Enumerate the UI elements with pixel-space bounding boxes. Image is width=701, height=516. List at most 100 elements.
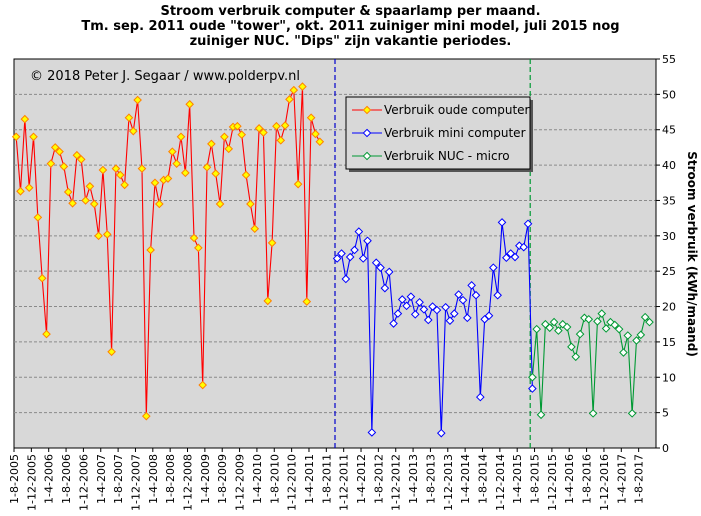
data-point (332, 254, 342, 263)
y-tick-label: 55 (662, 53, 676, 66)
data-point (567, 342, 576, 352)
y-tick-label: 25 (662, 265, 676, 278)
data-point (436, 428, 446, 438)
x-tick-label: 1-4-2008 (147, 454, 160, 504)
data-point (350, 245, 359, 255)
data-point (354, 227, 364, 236)
x-tick-label: 1-8-2008 (164, 454, 177, 504)
x-tick-label: 1-8-2010 (268, 454, 281, 504)
data-point (133, 95, 142, 105)
data-point (85, 182, 95, 191)
x-tick-label: 1-12-2007 (129, 454, 142, 511)
data-point (476, 392, 485, 402)
data-point (289, 85, 299, 95)
data-point (141, 411, 151, 421)
data-point (98, 165, 108, 175)
y-tick-label: 0 (662, 442, 669, 455)
legend: Verbruik oude computer Verbruik mini comp… (345, 96, 533, 172)
data-point (510, 252, 520, 262)
data-point (63, 187, 73, 197)
legend-swatch-marker (362, 128, 372, 138)
data-point (189, 233, 199, 243)
data-point (233, 121, 242, 131)
data-point (259, 128, 268, 137)
data-point (341, 274, 351, 284)
data-point (241, 170, 251, 180)
x-tick-label: 1-12-2011 (338, 454, 351, 511)
x-tick-label: 1-8-2009 (216, 454, 229, 504)
data-point (176, 132, 186, 142)
y-tick-label: 50 (662, 88, 676, 101)
data-point (523, 219, 533, 229)
data-point (441, 302, 450, 312)
data-point (419, 305, 429, 314)
data-point (562, 322, 572, 332)
data-point (406, 292, 416, 301)
y-tick-label: 30 (662, 230, 676, 243)
x-tick-label: 1-12-2010 (286, 454, 299, 511)
data-point (614, 324, 624, 334)
data-point (168, 147, 177, 156)
data-point (89, 199, 99, 209)
legend-label: Verbruik NUC - micro (384, 149, 510, 163)
data-point (207, 139, 216, 149)
data-point (267, 238, 277, 248)
x-tick-label: 1-12-2014 (494, 454, 507, 511)
data-point (623, 331, 633, 340)
x-tick-label: 1-12-2008 (182, 454, 195, 511)
data-point (46, 159, 56, 168)
data-point (59, 162, 69, 171)
data-point (497, 218, 507, 227)
data-point (428, 302, 437, 311)
x-tick-label: 1-4-2011 (303, 454, 316, 504)
data-point (558, 319, 568, 329)
data-point (601, 324, 611, 333)
x-tick-label: 1-8-2016 (581, 454, 594, 504)
x-tick-label: 1-4-2015 (511, 454, 524, 504)
x-tick-label: 1-8-2013 (424, 454, 437, 504)
x-tick-label: 1-12-2009 (234, 454, 247, 511)
data-point (528, 372, 537, 382)
chart-title-line-3: zuiniger NUC. "Dips" zijn vakantie perio… (189, 34, 512, 49)
x-tick-label: 1-12-2012 (390, 454, 403, 511)
data-point (489, 263, 498, 272)
x-tick-label: 1-4-2010 (251, 454, 264, 504)
data-point (250, 224, 260, 234)
data-point (458, 295, 468, 305)
data-point (280, 121, 290, 130)
data-point (172, 159, 181, 168)
data-point (593, 317, 602, 326)
chart-title-line-2: Tm. sep. 2011 oude "tower", okt. 2011 zu… (81, 19, 620, 34)
y-tick-label: 35 (662, 194, 676, 207)
data-point (575, 329, 585, 339)
x-tick-label: 1-8-2015 (529, 454, 542, 504)
data-point (588, 409, 598, 418)
data-point (16, 186, 25, 196)
x-tick-label: 1-4-2014 (459, 454, 472, 504)
data-point (220, 132, 229, 142)
data-point (211, 169, 221, 178)
data-point (285, 95, 294, 104)
data-point (102, 230, 112, 239)
data-point (42, 329, 51, 339)
y-tick-label: 10 (662, 371, 676, 384)
data-point (632, 336, 641, 345)
data-point (432, 305, 442, 315)
data-point (50, 143, 60, 152)
data-point (163, 174, 173, 183)
x-tick-label: 1-12-2016 (598, 454, 611, 511)
data-point (532, 324, 542, 334)
chart-title-line-1: Stroom verbruik computer & spaarlamp per… (160, 4, 541, 19)
data-point (415, 297, 424, 307)
data-point (571, 352, 581, 362)
data-point (515, 241, 524, 251)
x-tick-label: 1-4-2016 (563, 454, 576, 504)
data-point (554, 326, 563, 335)
data-point (410, 310, 420, 319)
x-tick-label: 1-8-2012 (372, 454, 385, 504)
data-point (202, 162, 212, 172)
data-point (254, 124, 264, 133)
data-point (120, 180, 129, 190)
data-point (185, 99, 194, 109)
